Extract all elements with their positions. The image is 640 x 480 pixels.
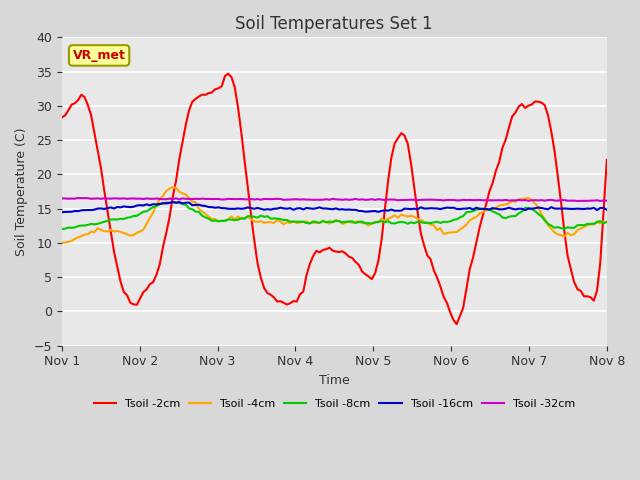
Tsoil -8cm xyxy=(169,199,177,205)
Tsoil -32cm xyxy=(371,197,379,203)
Tsoil -4cm xyxy=(495,203,503,208)
Tsoil -16cm xyxy=(247,205,255,211)
Tsoil -4cm xyxy=(603,219,611,225)
Legend: Tsoil -2cm, Tsoil -4cm, Tsoil -8cm, Tsoil -16cm, Tsoil -32cm: Tsoil -2cm, Tsoil -4cm, Tsoil -8cm, Tsoi… xyxy=(89,395,579,413)
Tsoil -8cm xyxy=(58,227,66,232)
Tsoil -2cm xyxy=(371,270,379,276)
Line: Tsoil -2cm: Tsoil -2cm xyxy=(62,73,607,324)
Line: Tsoil -4cm: Tsoil -4cm xyxy=(62,187,607,242)
Y-axis label: Soil Temperature (C): Soil Temperature (C) xyxy=(15,127,28,256)
Tsoil -16cm xyxy=(218,205,225,211)
Tsoil -4cm xyxy=(156,196,164,202)
Tsoil -16cm xyxy=(156,201,164,207)
Tsoil -32cm xyxy=(381,197,388,203)
Title: Soil Temperatures Set 1: Soil Temperatures Set 1 xyxy=(236,15,433,33)
Tsoil -2cm xyxy=(603,157,611,163)
Tsoil -16cm xyxy=(495,206,503,212)
Tsoil -32cm xyxy=(247,196,255,202)
Tsoil -32cm xyxy=(596,198,604,204)
Line: Tsoil -32cm: Tsoil -32cm xyxy=(62,198,607,201)
Tsoil -8cm xyxy=(381,219,388,225)
Tsoil -8cm xyxy=(603,219,611,225)
Tsoil -4cm xyxy=(218,218,225,224)
Text: VR_met: VR_met xyxy=(73,49,125,62)
Tsoil -2cm xyxy=(214,85,222,91)
Tsoil -16cm xyxy=(169,199,177,205)
Tsoil -32cm xyxy=(159,196,167,202)
Tsoil -32cm xyxy=(58,195,66,201)
Tsoil -8cm xyxy=(495,211,503,217)
Tsoil -2cm xyxy=(247,212,255,218)
Tsoil -32cm xyxy=(603,198,611,204)
Tsoil -32cm xyxy=(74,195,82,201)
Tsoil -8cm xyxy=(371,220,379,226)
Tsoil -16cm xyxy=(381,207,388,213)
Tsoil -4cm xyxy=(247,216,255,222)
Tsoil -2cm xyxy=(58,115,66,120)
Tsoil -2cm xyxy=(381,206,388,212)
Tsoil -4cm xyxy=(58,240,66,245)
Tsoil -16cm xyxy=(58,209,66,215)
X-axis label: Time: Time xyxy=(319,374,349,387)
Tsoil -2cm xyxy=(225,71,232,76)
Tsoil -8cm xyxy=(218,218,225,224)
Tsoil -16cm xyxy=(603,207,611,213)
Tsoil -16cm xyxy=(371,208,379,214)
Tsoil -4cm xyxy=(169,184,177,190)
Tsoil -4cm xyxy=(381,218,388,224)
Tsoil -2cm xyxy=(453,321,461,327)
Tsoil -8cm xyxy=(247,213,255,219)
Tsoil -2cm xyxy=(499,145,506,151)
Tsoil -2cm xyxy=(156,262,164,267)
Tsoil -32cm xyxy=(218,197,225,203)
Line: Tsoil -8cm: Tsoil -8cm xyxy=(62,202,607,229)
Tsoil -8cm xyxy=(156,202,164,207)
Tsoil -32cm xyxy=(495,197,503,203)
Tsoil -4cm xyxy=(371,219,379,225)
Line: Tsoil -16cm: Tsoil -16cm xyxy=(62,202,607,212)
